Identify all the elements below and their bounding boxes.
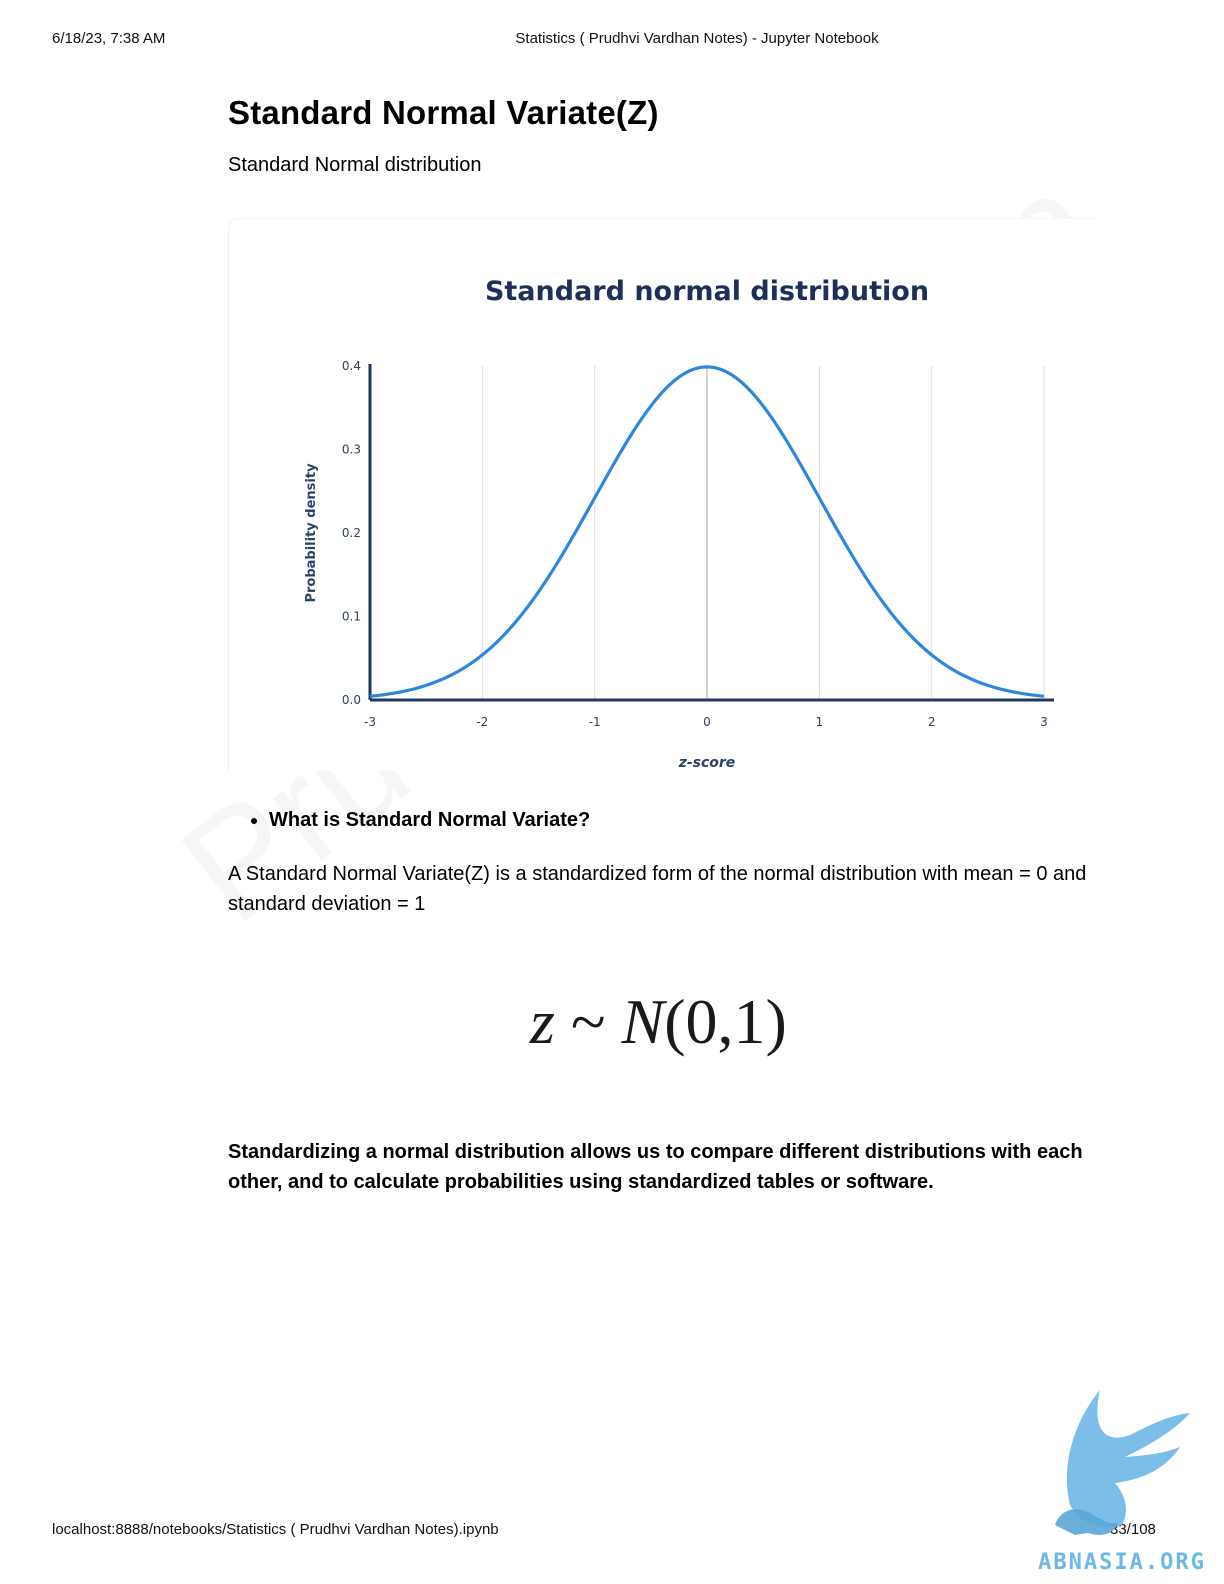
print-header-title: Statistics ( Prudhvi Vardhan Notes) - Ju… <box>0 30 1224 47</box>
x-tick-label: 0 <box>703 715 711 729</box>
logo-text: ABNASIA.ORG <box>1038 1550 1206 1575</box>
page-title: Standard Normal Variate(Z) <box>228 94 659 132</box>
chart-figure: Standard normal distribution -3 -2 -1 0 1 2 3 0.… <box>228 218 1099 771</box>
print-footer-url: localhost:8888/notebooks/Statistics ( Pr… <box>52 1521 499 1538</box>
y-axis-label: Probability density <box>304 463 319 603</box>
formula: z ~ N(0,1) <box>530 985 850 1065</box>
x-tick-label: 2 <box>928 715 936 729</box>
y-tick-label: 0.4 <box>342 359 361 373</box>
x-tick-label: -3 <box>364 715 376 729</box>
y-tick-label: 0.0 <box>342 693 361 707</box>
chart: Standard normal distribution -3 -2 -1 0 1 2 3 0.… <box>229 219 1099 771</box>
bullet-question: What is Standard Normal Variate? <box>269 809 590 832</box>
y-tick-label: 0.3 <box>342 443 361 457</box>
definition-paragraph: A Standard Normal Variate(Z) is a standa… <box>228 859 1098 919</box>
formula-z: z <box>530 986 555 1057</box>
y-tick-label: 0.2 <box>342 526 361 540</box>
x-tick-label: -2 <box>476 715 488 729</box>
x-axis-label: z-score <box>678 755 736 771</box>
subtitle: Standard Normal distribution <box>228 154 481 177</box>
x-tick-label: 3 <box>1040 715 1048 729</box>
formula-n: N <box>622 986 665 1057</box>
bullet-list: What is Standard Normal Variate? <box>228 809 590 832</box>
y-tick-label: 0.1 <box>342 610 361 624</box>
x-tick-label: -1 <box>589 715 601 729</box>
x-tick-label: 1 <box>816 715 824 729</box>
formula-tilde: ~ <box>555 986 622 1057</box>
chart-title: Standard normal distribution <box>485 276 929 307</box>
formula-args: (0,1) <box>664 986 787 1057</box>
conclusion-paragraph: Standardizing a normal distribution allo… <box>228 1137 1098 1197</box>
abnasia-logo: ABNASIA.ORG <box>1030 1385 1215 1575</box>
